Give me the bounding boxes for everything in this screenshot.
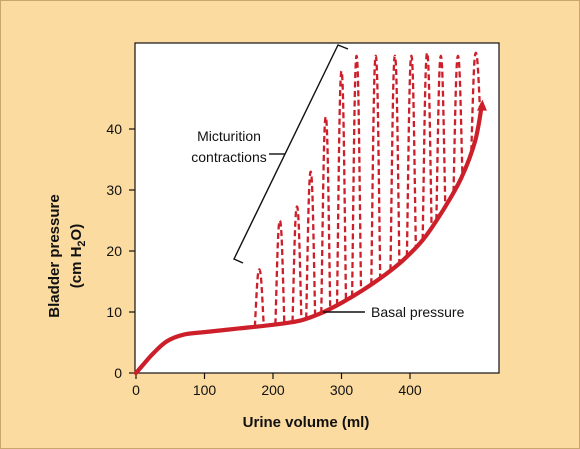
basal-curve-arrowhead: [476, 99, 487, 111]
x-tick-label: 300: [330, 382, 354, 398]
contraction-peak-5: [320, 115, 332, 314]
contraction-peak-14: [470, 51, 482, 152]
y-axis-title-line2: (cm H2O): [68, 224, 88, 288]
axis-ticks: 0 100 200 300 400 0 10 20 30 40: [106, 121, 421, 398]
contraction-peak-3: [291, 205, 303, 322]
contraction-peak-12: [435, 54, 447, 221]
x-tick-label: 100: [193, 382, 217, 398]
x-tick-label: 0: [132, 382, 140, 398]
annotation-basal-pressure: Basal pressure: [371, 304, 465, 320]
y-axis-title-line1: Bladder pressure: [46, 194, 63, 317]
x-tick-label: 200: [261, 382, 285, 398]
annotation-contractions-line1: Micturition: [197, 128, 261, 144]
y-tick-label: 10: [106, 304, 122, 320]
contraction-peak-10: [405, 54, 417, 257]
contraction-peak-8: [370, 54, 382, 285]
contraction-peak-6: [335, 69, 348, 306]
chart-marks: [133, 51, 487, 376]
x-tick-label: 400: [398, 382, 422, 398]
contraction-peak-4: [305, 170, 317, 319]
y-axis-title-line2-subscript: 2: [76, 240, 88, 246]
contraction-peak-2: [274, 219, 286, 325]
y-tick-label: 0: [114, 365, 122, 381]
y-tick-label: 20: [106, 243, 122, 259]
plot-area: [134, 42, 500, 374]
annotation-contractions-line2: contractions: [191, 149, 266, 165]
basal-pressure-curve: [133, 102, 485, 376]
contraction-peak-13: [452, 54, 464, 192]
y-tick-label: 40: [106, 121, 122, 137]
contraction-peak-7: [350, 54, 363, 297]
y-tick-label: 30: [106, 182, 122, 198]
contraction-peak-9: [389, 54, 401, 271]
x-axis-title: Urine volume (ml): [243, 414, 370, 431]
contraction-peak-11: [421, 51, 433, 240]
y-axis-title-line2-prefix: (cm H: [68, 247, 85, 289]
contraction-peak-1: [253, 268, 265, 327]
y-axis-title-line2-suffix: O): [68, 224, 85, 241]
contractions-bracket: [233, 44, 349, 264]
